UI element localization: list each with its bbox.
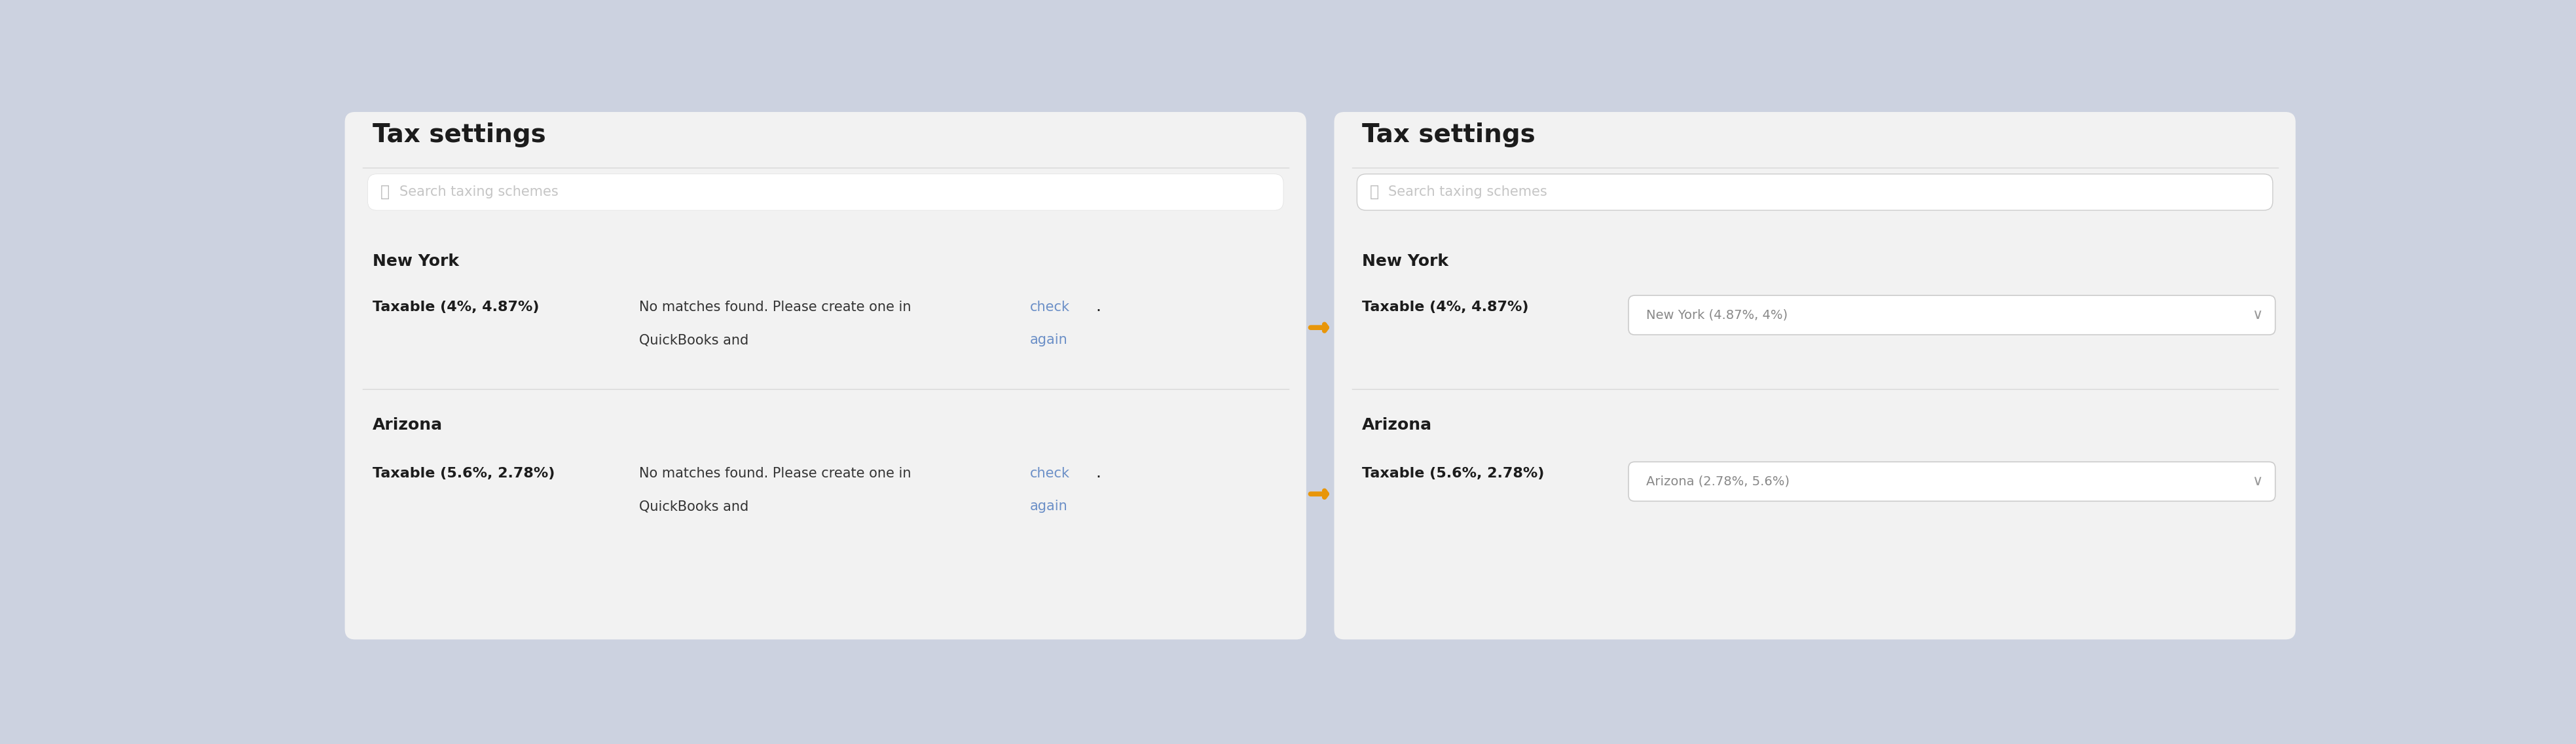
Text: ⌕: ⌕ — [381, 184, 389, 199]
Text: QuickBooks and: QuickBooks and — [639, 500, 750, 513]
Text: No matches found. Please create one in: No matches found. Please create one in — [639, 301, 912, 314]
Text: New York: New York — [1363, 254, 1448, 269]
Text: check: check — [1030, 467, 1069, 480]
Text: Taxable (5.6%, 2.78%): Taxable (5.6%, 2.78%) — [374, 467, 554, 480]
Text: .: . — [1095, 299, 1100, 315]
Text: Taxable (4%, 4.87%): Taxable (4%, 4.87%) — [374, 301, 538, 314]
Text: ∨: ∨ — [2251, 475, 2262, 488]
Text: Arizona (2.78%, 5.6%): Arizona (2.78%, 5.6%) — [1646, 475, 1790, 488]
Text: Arizona: Arizona — [374, 417, 443, 433]
Text: ∨: ∨ — [2251, 309, 2262, 321]
Text: QuickBooks and: QuickBooks and — [639, 333, 750, 347]
Text: .: . — [1095, 465, 1100, 481]
Text: check: check — [1030, 301, 1069, 314]
Text: Taxable (5.6%, 2.78%): Taxable (5.6%, 2.78%) — [1363, 467, 1546, 480]
Text: New York (4.87%, 4%): New York (4.87%, 4%) — [1646, 309, 1788, 321]
Text: Tax settings: Tax settings — [1363, 123, 1535, 147]
Text: New York: New York — [374, 254, 459, 269]
Text: Search taxing schemes: Search taxing schemes — [399, 185, 559, 199]
FancyBboxPatch shape — [345, 112, 1306, 639]
FancyBboxPatch shape — [1334, 112, 2295, 639]
Text: again: again — [1030, 333, 1066, 347]
FancyBboxPatch shape — [1628, 295, 2275, 335]
Text: Tax settings: Tax settings — [374, 123, 546, 147]
FancyBboxPatch shape — [368, 174, 1283, 211]
Text: No matches found. Please create one in: No matches found. Please create one in — [639, 467, 912, 480]
Text: Taxable (4%, 4.87%): Taxable (4%, 4.87%) — [1363, 301, 1528, 314]
FancyBboxPatch shape — [1358, 174, 2272, 211]
Text: Arizona: Arizona — [1363, 417, 1432, 433]
Text: ⌕: ⌕ — [1370, 184, 1378, 199]
Text: Search taxing schemes: Search taxing schemes — [1388, 185, 1548, 199]
Text: again: again — [1030, 500, 1066, 513]
FancyBboxPatch shape — [1628, 462, 2275, 501]
